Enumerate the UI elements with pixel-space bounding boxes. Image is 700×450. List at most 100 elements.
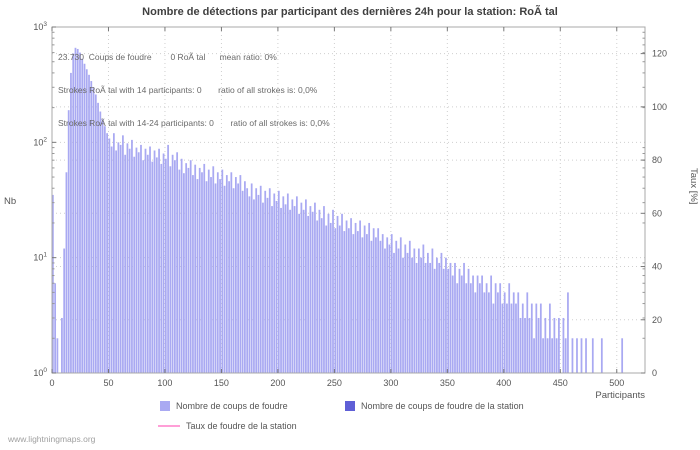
histogram-bar <box>494 283 497 373</box>
histogram-bar <box>413 248 416 373</box>
histogram-bar <box>259 185 262 373</box>
histogram-bar <box>585 338 587 373</box>
histogram-bar <box>275 201 278 373</box>
histogram-bar <box>544 317 547 373</box>
histogram-bar <box>408 240 411 373</box>
histogram-bar <box>67 110 70 374</box>
x-tick-label: 200 <box>270 378 285 388</box>
histogram-bar <box>456 283 459 373</box>
histogram-bar <box>433 268 436 373</box>
histogram-bar <box>232 188 235 373</box>
histogram-bar <box>266 197 269 373</box>
histogram-bar <box>417 248 420 373</box>
histogram-bar <box>289 209 291 373</box>
histogram-bar <box>460 275 463 373</box>
histogram-bar <box>467 268 470 373</box>
legend-item-station-rate: Taux de foudre de la station <box>158 421 297 431</box>
histogram-bar <box>508 283 511 373</box>
histogram-bar <box>528 317 531 373</box>
histogram-bar <box>526 292 529 373</box>
histogram-bar <box>591 338 594 373</box>
histogram-bar <box>151 161 154 373</box>
histogram-bar <box>431 248 434 373</box>
histogram-bar <box>436 257 438 373</box>
histogram-bar <box>571 338 574 373</box>
histogram-bar <box>225 175 228 373</box>
histogram-bar <box>173 160 176 373</box>
histogram-bar <box>142 160 145 373</box>
histogram-bar <box>196 179 199 373</box>
histogram-bar <box>135 147 138 373</box>
histogram-bar <box>99 111 102 374</box>
histogram-bar <box>83 63 86 373</box>
histogram-bar <box>535 303 538 373</box>
histogram-bar <box>499 283 502 373</box>
histogram-bar <box>162 153 165 373</box>
histogram-bar <box>282 196 285 373</box>
histogram-bar <box>126 143 129 373</box>
histogram-bar <box>158 148 160 373</box>
y-tick-label: 100 <box>33 367 47 378</box>
y2-tick-label: 0 <box>652 368 657 378</box>
histogram-bar <box>237 183 239 373</box>
histogram-bar <box>422 244 425 373</box>
histogram-bar <box>530 303 533 373</box>
histogram-bar <box>216 172 219 373</box>
histogram-bar <box>415 262 418 373</box>
histogram-bar <box>219 179 221 373</box>
histogram-bar <box>492 303 495 373</box>
y-axis-label: Nb <box>4 196 17 207</box>
histogram-bar <box>447 268 450 373</box>
y2-tick-label: 40 <box>652 262 662 272</box>
histogram-bar <box>519 317 522 373</box>
x-tick-label: 350 <box>440 378 455 388</box>
annotation-block: 23.730 Coups de foudre 0 RoÃ tal mean ra… <box>58 30 330 151</box>
histogram-bar <box>207 169 210 373</box>
histogram-bar <box>406 252 409 373</box>
histogram-bar <box>490 275 493 373</box>
histogram-bar <box>366 234 368 373</box>
histogram-bar <box>485 283 488 373</box>
histogram-bar <box>345 220 348 373</box>
y-tick-label: 102 <box>33 136 47 147</box>
histogram-bar <box>424 262 427 373</box>
histogram-bar <box>311 211 314 373</box>
legend-swatch-0 <box>160 401 170 411</box>
histogram-bar <box>76 48 79 374</box>
histogram-bar <box>248 196 251 373</box>
histogram-bar <box>404 244 407 373</box>
y2-tick-label: 80 <box>652 155 662 165</box>
y-tick-label: 101 <box>33 252 47 263</box>
histogram-bar <box>336 215 339 373</box>
histogram-bar <box>97 102 99 373</box>
histogram-bar <box>214 183 217 373</box>
histogram-bar <box>359 220 361 373</box>
x-tick-label: 500 <box>609 378 624 388</box>
histogram-bar <box>533 338 535 373</box>
histogram-bar <box>377 228 380 373</box>
histogram-bar <box>131 139 133 373</box>
histogram-bar <box>539 303 542 373</box>
histogram-bar <box>316 220 319 373</box>
x-tick-label: 0 <box>49 378 54 388</box>
x-axis-label: Participants <box>595 390 645 401</box>
histogram-bar <box>194 164 197 373</box>
histogram-bar <box>268 188 271 373</box>
histogram-bar <box>286 193 289 373</box>
histogram-bar <box>187 167 190 373</box>
histogram-bar <box>546 338 549 373</box>
histogram-bar <box>517 292 520 373</box>
histogram-bar <box>476 275 479 373</box>
histogram-bar <box>183 173 185 373</box>
histogram-bar <box>478 283 481 373</box>
histogram-bar <box>185 163 188 373</box>
histogram-bar <box>264 190 267 373</box>
histogram-bar <box>334 228 337 373</box>
histogram-bar <box>352 234 355 373</box>
histogram-bar <box>465 283 468 373</box>
histogram-bar <box>555 338 558 373</box>
histogram-bar <box>302 209 305 373</box>
histogram-bar <box>106 133 108 373</box>
histogram-bar <box>171 154 174 373</box>
histogram-bar <box>442 268 445 373</box>
